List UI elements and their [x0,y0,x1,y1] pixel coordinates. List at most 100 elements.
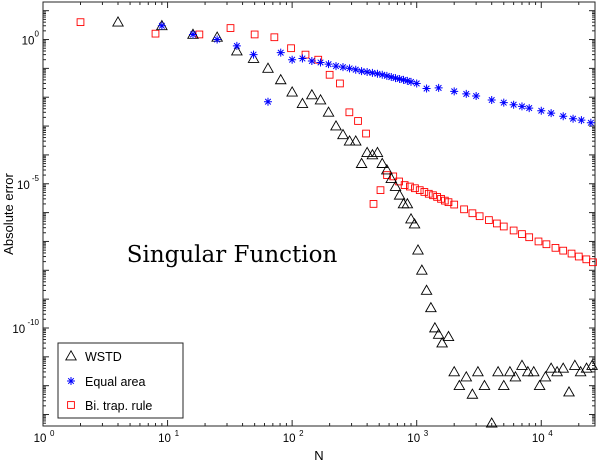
y-tick-exponent: -10 [27,318,39,327]
point-bi-trap-rule [475,212,484,221]
point-equal-area [487,96,496,105]
point-wstd [389,180,402,191]
point-equal-area [324,60,333,69]
point-equal-area [395,74,404,83]
x-tick-exponent: 0 [50,429,55,438]
point-wstd [471,365,484,377]
point-wstd [453,379,466,391]
point-equal-area [472,92,481,101]
point-equal-area [391,74,400,83]
point-bi-trap-rule [542,240,551,249]
point-bi-trap-rule [400,181,409,189]
x-tick-label: 10 [158,433,171,445]
point-wstd [497,379,510,391]
point-equal-area [577,116,586,125]
point-wstd [432,328,445,339]
point-equal-area [157,21,166,30]
point-bi-trap-rule [433,193,441,201]
point-wstd [355,157,368,168]
point-equal-area [387,73,396,82]
point-equal-area [332,62,341,71]
point-wstd [322,106,335,117]
point-wstd [420,284,433,295]
point-equal-area [378,70,387,79]
point-wstd [436,336,449,348]
y-tick-label: 10 [12,324,25,336]
point-bi-trap-rule [314,55,323,64]
point-bi-trap-rule [336,79,344,88]
series-bi-trap-rule [76,18,597,267]
point-wstd [527,365,540,377]
point-wstd [337,128,349,140]
point-wstd [551,365,564,377]
point-wstd [286,86,299,97]
point-wstd [393,189,406,200]
point-wstd [401,197,414,209]
point-wstd [408,217,421,229]
point-equal-area [345,64,354,73]
point-bi-trap-rule [406,182,414,191]
legend-marker-bi-trap-rule [67,401,75,409]
point-equal-area [509,100,518,109]
point-bi-trap-rule [460,205,468,214]
point-equal-area [249,50,258,59]
x-tick-exponent: 2 [299,429,304,438]
point-wstd [521,365,534,377]
point-bi-trap-rule [525,233,534,242]
y-tick-label: 10 [17,180,30,192]
point-bi-trap-rule [226,24,235,32]
point-wstd [466,388,479,399]
point-wstd [539,370,552,382]
point-equal-area [307,57,316,66]
point-wstd [460,370,473,382]
point-wstd [428,321,441,333]
point-equal-area [188,30,197,39]
point-wstd [509,370,522,382]
point-wstd [112,16,124,27]
point-equal-area [537,106,546,115]
point-bi-trap-rule [415,186,424,195]
point-equal-area [288,55,297,64]
point-wstd [563,385,575,397]
legend-label-bi-trap-rule: Bi. trap. rule [85,399,152,413]
point-equal-area [422,84,431,93]
point-wstd [296,97,309,108]
y-axis-label: Absolute error [1,173,16,255]
point-equal-area [547,109,556,118]
point-equal-area [232,41,241,50]
point-equal-area [569,114,578,123]
point-wstd [366,148,379,160]
point-bi-trap-rule [499,222,508,231]
point-wstd [371,146,384,157]
point-wstd [503,365,516,377]
point-equal-area [559,112,568,121]
point-equal-area [450,87,459,96]
point-wstd [574,365,587,377]
point-equal-area [338,63,347,72]
point-wstd [485,417,498,428]
point-equal-area [517,102,526,111]
point-wstd [274,73,287,85]
x-tick-label: 10 [34,433,47,445]
point-wstd [568,359,581,370]
point-bi-trap-rule [287,44,295,53]
point-equal-area [525,104,534,113]
point-equal-area [363,67,372,76]
point-equal-area [263,97,272,106]
point-wstd [478,379,491,391]
point-wstd [424,301,437,313]
point-equal-area [373,69,382,78]
point-bi-trap-rule [362,129,370,138]
point-bi-trap-rule [325,70,334,79]
point-equal-area [316,58,325,67]
point-bi-trap-rule [345,108,354,117]
point-wstd [586,359,598,370]
point-bi-trap-rule [509,226,518,235]
point-wstd [415,264,428,275]
legend-box [57,342,184,419]
legend-marker-wstd [65,349,77,361]
point-equal-area [357,67,366,76]
x-tick-exponent: 4 [548,429,553,438]
series-equal-area [157,21,595,127]
